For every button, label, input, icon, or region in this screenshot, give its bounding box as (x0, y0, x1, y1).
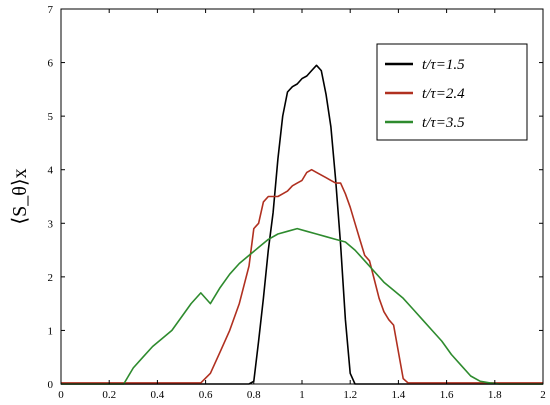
y-tick-label: 0 (48, 379, 54, 391)
y-tick-label: 2 (48, 272, 54, 284)
x-tick-label: 0.4 (151, 389, 165, 401)
y-tick-label: 6 (48, 58, 54, 70)
x-tick-label: 0.8 (247, 389, 261, 401)
x-tick-label: 0.6 (199, 389, 213, 401)
x-tick-label: 0 (58, 389, 64, 401)
x-tick-label: 1.2 (343, 389, 357, 401)
y-tick-label: 3 (48, 218, 54, 230)
x-tick-label: 1.6 (440, 389, 454, 401)
series-line-3 (61, 227, 543, 385)
legend-label-3: t/τ=3.5 (422, 115, 465, 131)
y-tick-label: 4 (48, 165, 54, 177)
x-tick-label: 1 (299, 389, 305, 401)
x-tick-label: 1.8 (488, 389, 502, 401)
x-tick-label: 0.2 (102, 389, 116, 401)
legend-label-2: t/τ=2.4 (422, 86, 465, 102)
legend-label-1: t/τ=1.5 (422, 57, 465, 73)
y-axis-label: ⟨S_θ⟩x (9, 168, 31, 224)
y-tick-label: 5 (48, 111, 54, 123)
series-line-1 (61, 64, 543, 385)
series-line-2 (61, 168, 543, 384)
plot-layer (61, 64, 543, 385)
ticks-layer: 0 0.2 0.4 0.6 0.8 1 1.2 1.4 1.6 1.8 2 0 1 2 3 4 5 6 7 (48, 4, 546, 401)
y-tick-label: 1 (48, 325, 54, 337)
legend: t/τ=1.5 t/τ=2.4 t/τ=3.5 (376, 43, 528, 141)
x-tick-label: 2 (540, 389, 546, 401)
x-tick-label: 1.4 (392, 389, 406, 401)
y-tick-label: 7 (48, 4, 54, 16)
